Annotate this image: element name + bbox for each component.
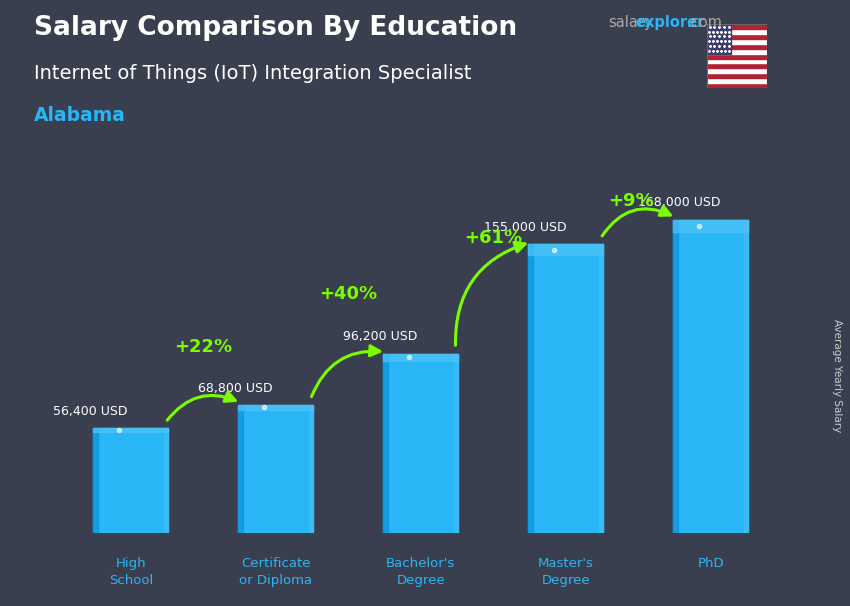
Bar [93, 428, 168, 533]
Bar [707, 59, 767, 64]
Text: 96,200 USD: 96,200 USD [343, 330, 417, 344]
Text: Master's
Degree: Master's Degree [538, 558, 593, 587]
Bar [707, 24, 731, 53]
Text: explorer: explorer [636, 15, 705, 30]
Bar [164, 428, 168, 533]
Bar [528, 244, 604, 533]
Text: Internet of Things (IoT) Integration Specialist: Internet of Things (IoT) Integration Spe… [34, 64, 472, 82]
Bar [707, 78, 767, 83]
Bar [454, 354, 458, 533]
Bar [383, 354, 388, 533]
Bar [707, 73, 767, 78]
Bar [238, 405, 314, 533]
Bar [744, 219, 749, 533]
Bar [93, 428, 98, 533]
Bar [383, 354, 458, 361]
Bar [528, 244, 533, 533]
Bar [599, 244, 604, 533]
Text: 155,000 USD: 155,000 USD [484, 221, 566, 233]
Text: Bachelor's
Degree: Bachelor's Degree [386, 558, 456, 587]
Text: .com: .com [687, 15, 722, 30]
Bar [707, 68, 767, 73]
Text: +22%: +22% [174, 338, 232, 356]
Bar [238, 405, 242, 533]
Text: +9%: +9% [609, 192, 654, 210]
Bar [383, 354, 458, 533]
Text: High
School: High School [109, 558, 153, 587]
Bar [673, 219, 677, 533]
Bar [707, 24, 767, 29]
Text: salary: salary [608, 15, 653, 30]
Bar [528, 244, 604, 256]
Bar [309, 405, 314, 533]
Text: +61%: +61% [464, 229, 522, 247]
Text: Average Yearly Salary: Average Yearly Salary [832, 319, 842, 432]
Text: Certificate
or Diploma: Certificate or Diploma [239, 558, 312, 587]
Bar [238, 405, 314, 410]
Bar [707, 39, 767, 44]
Bar [707, 29, 767, 34]
Bar [707, 44, 767, 48]
Text: +40%: +40% [320, 285, 377, 303]
Bar [707, 48, 767, 53]
Bar [93, 428, 168, 432]
Bar [673, 219, 749, 232]
Text: Salary Comparison By Education: Salary Comparison By Education [34, 15, 517, 41]
Bar [673, 219, 749, 533]
Bar [707, 34, 767, 39]
Bar [707, 64, 767, 68]
Text: 56,400 USD: 56,400 USD [53, 405, 128, 418]
Bar [707, 53, 767, 59]
Text: 168,000 USD: 168,000 USD [638, 196, 720, 209]
Text: Alabama: Alabama [34, 106, 126, 125]
Text: 68,800 USD: 68,800 USD [198, 382, 273, 395]
Bar [707, 83, 767, 88]
Text: PhD: PhD [698, 558, 724, 570]
